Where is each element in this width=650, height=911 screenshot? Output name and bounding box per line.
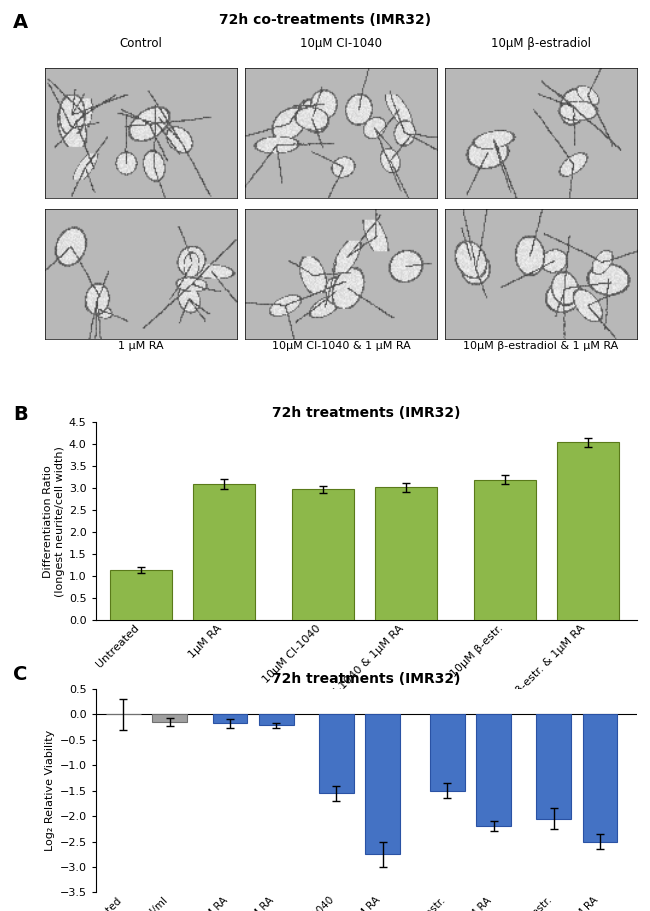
Text: 10μM CI-1040: 10μM CI-1040 [300,37,382,50]
Text: C: C [13,665,27,684]
Text: 10μM β-estradiol & 1 μM RA: 10μM β-estradiol & 1 μM RA [463,341,619,351]
Text: 72h co-treatments (IMR32): 72h co-treatments (IMR32) [219,13,431,26]
Text: 10μM β-estradiol: 10μM β-estradiol [491,37,591,50]
Text: B: B [13,404,27,424]
Text: A: A [13,13,28,32]
Text: 10μM CI-1040 & 1 μM RA: 10μM CI-1040 & 1 μM RA [272,341,410,351]
Text: Control: Control [120,37,162,50]
Text: 1 μM RA: 1 μM RA [118,341,164,351]
